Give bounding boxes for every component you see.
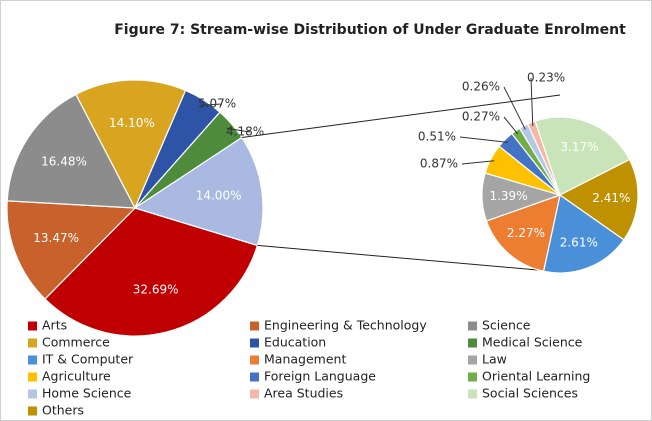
legend-swatch <box>250 389 259 399</box>
legend-label: Foreign Language <box>264 369 376 384</box>
leader-line <box>226 127 251 133</box>
pie-slice <box>75 79 187 210</box>
legend-label: Science <box>482 318 531 333</box>
data-label: 3.17% <box>560 140 598 154</box>
legend-swatch <box>28 372 37 382</box>
leader-line <box>503 116 519 135</box>
data-label: 14.10% <box>109 116 155 130</box>
leader-line <box>503 86 526 130</box>
data-label: 16.48% <box>41 155 87 169</box>
legend-label: Area Studies <box>264 386 343 401</box>
pie-slice <box>133 136 264 247</box>
legend-swatch <box>28 406 37 416</box>
legend-label: Social Sciences <box>482 386 578 401</box>
legend-swatch <box>468 338 477 348</box>
leader-line <box>530 77 534 127</box>
leader-line <box>200 103 223 106</box>
legend-label: Home Science <box>42 386 132 401</box>
connector-line <box>257 244 561 273</box>
legend-swatch <box>250 338 259 348</box>
legend-swatch <box>468 321 477 331</box>
connector-line <box>241 94 561 139</box>
legend-label: Commerce <box>42 335 110 350</box>
data-label: 1.39% <box>489 189 527 203</box>
legend-label: Oriental Learning <box>482 369 590 384</box>
legend-swatch <box>28 321 37 331</box>
legend-swatch <box>250 372 259 382</box>
legend-label: Law <box>482 352 507 367</box>
pie-slice <box>6 200 137 300</box>
data-label: 0.51% <box>418 130 456 144</box>
legend-swatch <box>28 338 37 348</box>
legend-label: IT & Computer <box>42 352 134 367</box>
leader-line <box>459 136 508 143</box>
legend-label: Management <box>264 352 346 367</box>
legend-swatch <box>468 389 477 399</box>
legend-label: Arts <box>42 318 67 333</box>
data-label: 0.27% <box>462 110 500 124</box>
data-label: 0.87% <box>420 157 458 171</box>
legend-swatch <box>28 355 37 365</box>
legend-label: Agriculture <box>42 369 111 384</box>
data-label: 5.07% <box>198 97 236 111</box>
data-label: 2.27% <box>507 226 545 240</box>
legend-swatch <box>250 321 259 331</box>
data-label: 4.18% <box>226 125 264 139</box>
pie-slice <box>558 158 639 241</box>
chart-title: Figure 7: Stream-wise Distribution of Un… <box>114 22 626 38</box>
leader-line <box>461 160 495 165</box>
data-label: 0.26% <box>462 80 500 94</box>
pie-slice <box>542 193 625 274</box>
legend-swatch <box>468 355 477 365</box>
data-label: 0.23% <box>527 71 565 85</box>
pie-slice <box>485 194 561 272</box>
legend-swatch <box>28 389 37 399</box>
legend-swatch <box>250 355 259 365</box>
legend-label: Education <box>264 335 326 350</box>
legend-label: Engineering & Technology <box>264 318 427 333</box>
pie-slice <box>6 93 137 209</box>
pie-slice <box>534 116 631 196</box>
data-label: 32.69% <box>133 282 179 296</box>
data-label: 2.61% <box>560 235 598 249</box>
legend-label: Medical Science <box>482 335 583 350</box>
legend-label: Others <box>42 403 84 418</box>
data-label: 14.00% <box>196 188 242 202</box>
data-label: 2.41% <box>592 191 630 205</box>
data-label: 13.47% <box>33 231 79 245</box>
pie-slice <box>44 207 259 337</box>
legend-swatch <box>468 372 477 382</box>
